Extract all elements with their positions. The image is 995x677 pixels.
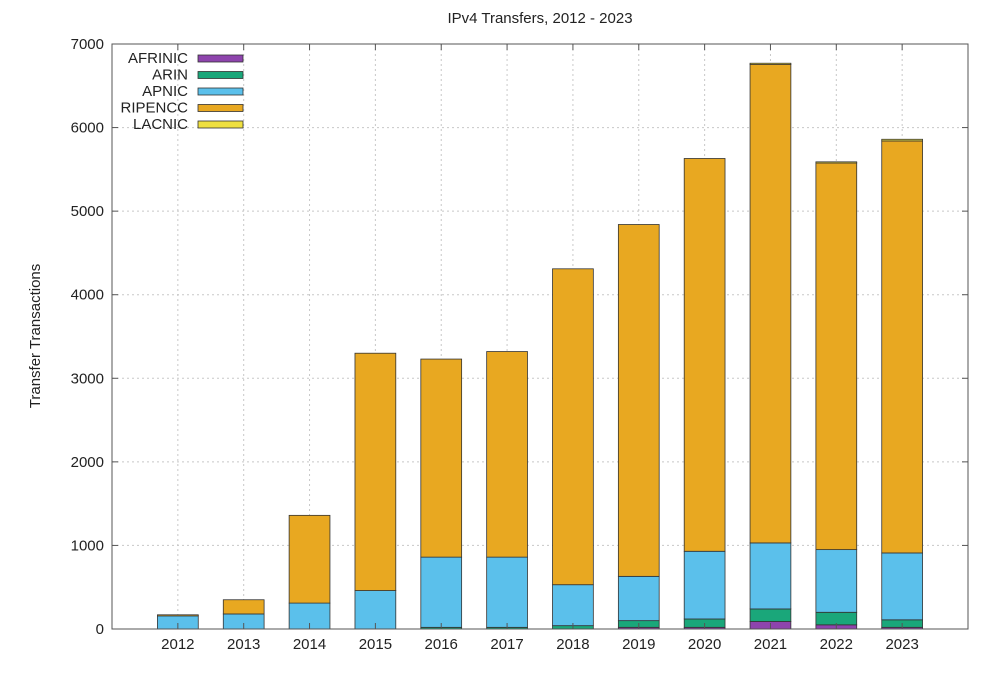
legend-swatch (197, 71, 244, 79)
x-tick-label: 2012 (161, 636, 194, 653)
y-axis-label: Transfer Transactions (27, 264, 44, 409)
bar-segment-ripencc (815, 162, 858, 551)
x-tick-label: 2013 (227, 636, 260, 653)
x-tick-label: 2019 (622, 636, 655, 653)
bar-segment-apnic (881, 552, 923, 621)
bars (157, 62, 923, 630)
bar-segment-ripencc (222, 599, 265, 615)
x-tick-label: 2023 (885, 636, 918, 653)
bar-segment-ripencc (486, 351, 528, 558)
x-tick-label: 2015 (359, 636, 392, 653)
bar-segment-apnic (617, 575, 660, 622)
x-tick-label: 2021 (754, 636, 787, 653)
bar-segment-ripencc (288, 514, 331, 604)
bar-segment-apnic (683, 550, 726, 620)
x-tick-label: 2014 (293, 636, 326, 653)
bar-segment-arin (815, 611, 858, 626)
y-tick-label: 4000 (71, 287, 104, 304)
x-tick-label: 2022 (820, 636, 853, 653)
y-tick-label: 7000 (71, 36, 104, 53)
x-tick-label: 2016 (425, 636, 458, 653)
bar-segment-ripencc (354, 352, 397, 591)
bar-segment-apnic (354, 590, 397, 630)
legend-swatch (197, 54, 244, 63)
ticks: 0 1000 2000 3000 4000 5000 6000 7000 2012 2013 201… (71, 36, 968, 653)
bar-segment-apnic (552, 584, 594, 627)
bar-segment-ripencc (420, 358, 463, 558)
bar-segment-apnic (420, 556, 463, 628)
y-tick-label: 0 (96, 621, 104, 638)
bar-segment-ripencc (157, 614, 199, 617)
legend-label: AFRINIC (128, 50, 188, 67)
bar-segment-ripencc (552, 268, 594, 586)
y-tick-label: 2000 (71, 454, 104, 471)
y-tick-label: 3000 (71, 370, 104, 387)
bar-segment-apnic (749, 542, 792, 610)
legend-swatch (197, 104, 244, 112)
bar-segment-apnic (486, 556, 528, 628)
bar-segment-lacnic (881, 138, 923, 142)
bar-segment-ripencc (749, 63, 792, 544)
chart-title: IPv4 Transfers, 2012 - 2023 (447, 10, 632, 27)
y-tick-label: 1000 (71, 537, 104, 554)
legend-swatch (197, 120, 244, 129)
legend-label: APNIC (142, 83, 188, 100)
legend-label: LACNIC (133, 116, 188, 133)
bar-segment-apnic (815, 549, 858, 613)
x-tick-label: 2018 (556, 636, 589, 653)
x-tick-label: 2017 (490, 636, 523, 653)
bar-segment-arin (749, 608, 792, 622)
y-tick-label: 5000 (71, 203, 104, 220)
bar-segment-ripencc (617, 224, 660, 577)
bar-segment-ripencc (881, 140, 923, 554)
bar-segment-lacnic (749, 62, 792, 65)
legend-swatch (197, 87, 244, 96)
plot-frame (111, 43, 969, 630)
bar-segment-lacnic (815, 161, 858, 164)
x-tick-label: 2020 (688, 636, 721, 653)
bar-segment-ripencc (683, 158, 726, 552)
legend-label: ARIN (152, 67, 188, 84)
y-tick-label: 6000 (71, 120, 104, 137)
legend-label: RIPENCC (120, 100, 188, 117)
